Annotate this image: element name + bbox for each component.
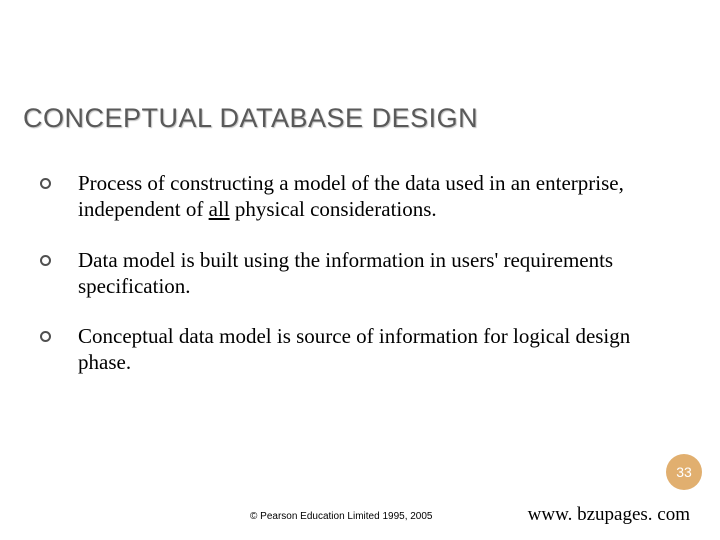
footer-copyright: © Pearson Education Limited 1995, 2005 — [250, 511, 433, 522]
bullet-item: Conceptual data model is source of infor… — [40, 323, 680, 376]
bullet-icon — [40, 178, 51, 189]
bullet-text-underline: all — [209, 197, 230, 221]
bullet-text-pre: Data model is built using the informatio… — [78, 248, 613, 298]
footer-url: www. bzupages. com — [528, 504, 690, 526]
bullet-item: Process of constructing a model of the d… — [40, 170, 680, 223]
bullet-text-pre: Conceptual data model is source of infor… — [78, 324, 630, 374]
page-number-badge: 33 — [666, 454, 702, 490]
slide: CONCEPTUAL DATABASE DESIGN Process of co… — [0, 0, 720, 540]
page-number: 33 — [676, 464, 692, 480]
slide-title: CONCEPTUAL DATABASE DESIGN — [23, 103, 478, 134]
bullet-item: Data model is built using the informatio… — [40, 247, 680, 300]
bullet-list: Process of constructing a model of the d… — [40, 170, 680, 400]
bullet-icon — [40, 331, 51, 342]
bullet-icon — [40, 255, 51, 266]
bullet-text-post: physical considerations. — [230, 197, 437, 221]
